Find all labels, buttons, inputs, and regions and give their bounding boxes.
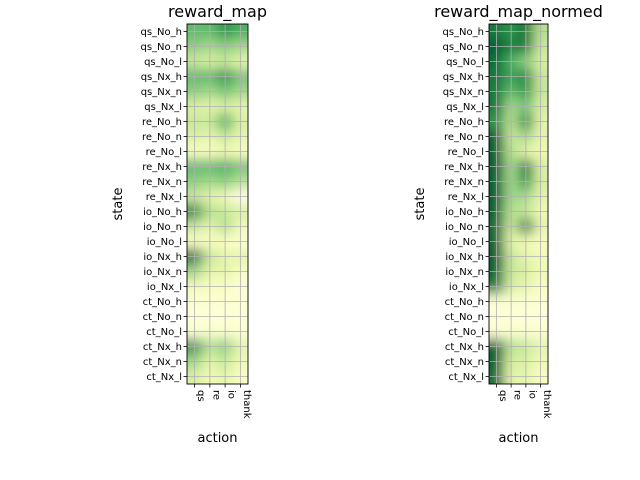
y-axis-label: state <box>111 188 126 221</box>
x-axis-label: action <box>498 431 538 446</box>
y-tick-label: io_No_l <box>147 237 182 248</box>
x-tick-label: io <box>526 390 537 399</box>
y-tick-label: qs_No_n <box>443 42 485 53</box>
x-tick-label: thank <box>241 390 252 419</box>
y-axis-label: state <box>413 188 428 221</box>
y-tick-label: ct_Nx_n <box>445 357 484 368</box>
y-tick-label: re_No_n <box>142 132 182 143</box>
y-tick-label: re_Nx_h <box>444 162 484 173</box>
y-tick-label: ct_No_l <box>448 327 484 338</box>
y-tick-label: io_No_n <box>143 222 182 233</box>
y-tick-label: io_No_l <box>449 237 484 248</box>
y-tick-label: ct_Nx_n <box>143 357 182 368</box>
y-tick-label: io_No_n <box>445 222 484 233</box>
y-tick-label: io_Nx_h <box>143 252 182 263</box>
y-tick-label: qs_No_h <box>443 27 485 38</box>
heatmap-panel-2: qs_No_h qs_No_n qs_No_l qs_Nx_h qs_Nx_n qs_Nx… <box>413 2 603 446</box>
y-tick-label: qs_No_l <box>144 57 182 68</box>
y-tick-label: qs_Nx_h <box>141 72 182 83</box>
x-tick-label: qs <box>195 390 206 402</box>
y-tick-label: ct_Nx_h <box>143 342 182 353</box>
x-tick-label: re <box>512 390 523 400</box>
chart-title: reward_map <box>168 2 267 22</box>
y-tick-label: re_No_h <box>444 117 484 128</box>
y-tick-label: ct_Nx_l <box>146 372 182 383</box>
y-tick-label: re_Nx_n <box>142 177 182 188</box>
y-tick-label: ct_Nx_h <box>445 342 484 353</box>
y-tick-label: io_Nx_l <box>147 282 182 293</box>
y-tick-label: qs_Nx_h <box>443 72 484 83</box>
y-tick-label: qs_Nx_n <box>443 87 484 98</box>
y-tick-label: qs_Nx_l <box>446 102 484 113</box>
y-tick-label: re_No_l <box>146 147 182 158</box>
y-tick-label: qs_No_l <box>446 57 484 68</box>
y-tick-label: ct_No_n <box>143 312 182 323</box>
y-tick-label: io_No_h <box>445 207 484 218</box>
y-tick-label: re_No_n <box>444 132 484 143</box>
y-tick-label: ct_No_h <box>445 297 484 308</box>
heatmap-panel-1: qs_No_h qs_No_n qs_No_l qs_Nx_h qs_Nx_n qs_Nx… <box>111 2 267 446</box>
y-tick-label: io_Nx_n <box>143 267 182 278</box>
y-tick-label: ct_No_l <box>146 327 182 338</box>
axes-frame <box>488 23 549 385</box>
x-tick-label: qs <box>497 390 508 402</box>
y-tick-label: re_Nx_n <box>444 177 484 188</box>
x-tick-label: thank <box>541 390 552 419</box>
y-tick-label: io_Nx_l <box>449 282 484 293</box>
chart-title: reward_map_normed <box>434 2 603 22</box>
x-axis-label: action <box>197 431 237 446</box>
y-tick-label: re_No_h <box>142 117 182 128</box>
y-tick-label: ct_Nx_l <box>448 372 484 383</box>
y-tick-label: re_Nx_l <box>448 192 484 203</box>
y-tick-label: ct_No_n <box>445 312 484 323</box>
axes-frame <box>186 23 249 385</box>
y-tick-label: io_Nx_h <box>445 252 484 263</box>
y-tick-label: re_Nx_l <box>146 192 182 203</box>
y-tick-label: re_Nx_h <box>142 162 182 173</box>
y-tick-label: ct_No_h <box>143 297 182 308</box>
y-tick-label: io_No_h <box>143 207 182 218</box>
y-tick-label: qs_No_h <box>141 27 183 38</box>
y-tick-label: io_Nx_n <box>445 267 484 278</box>
y-tick-label: re_No_l <box>448 147 484 158</box>
y-tick-label: qs_No_n <box>141 42 183 53</box>
x-tick-label: io <box>226 390 237 399</box>
y-tick-label: qs_Nx_l <box>144 102 182 113</box>
x-tick-label: re <box>210 390 221 400</box>
y-tick-label: qs_Nx_n <box>141 87 182 98</box>
